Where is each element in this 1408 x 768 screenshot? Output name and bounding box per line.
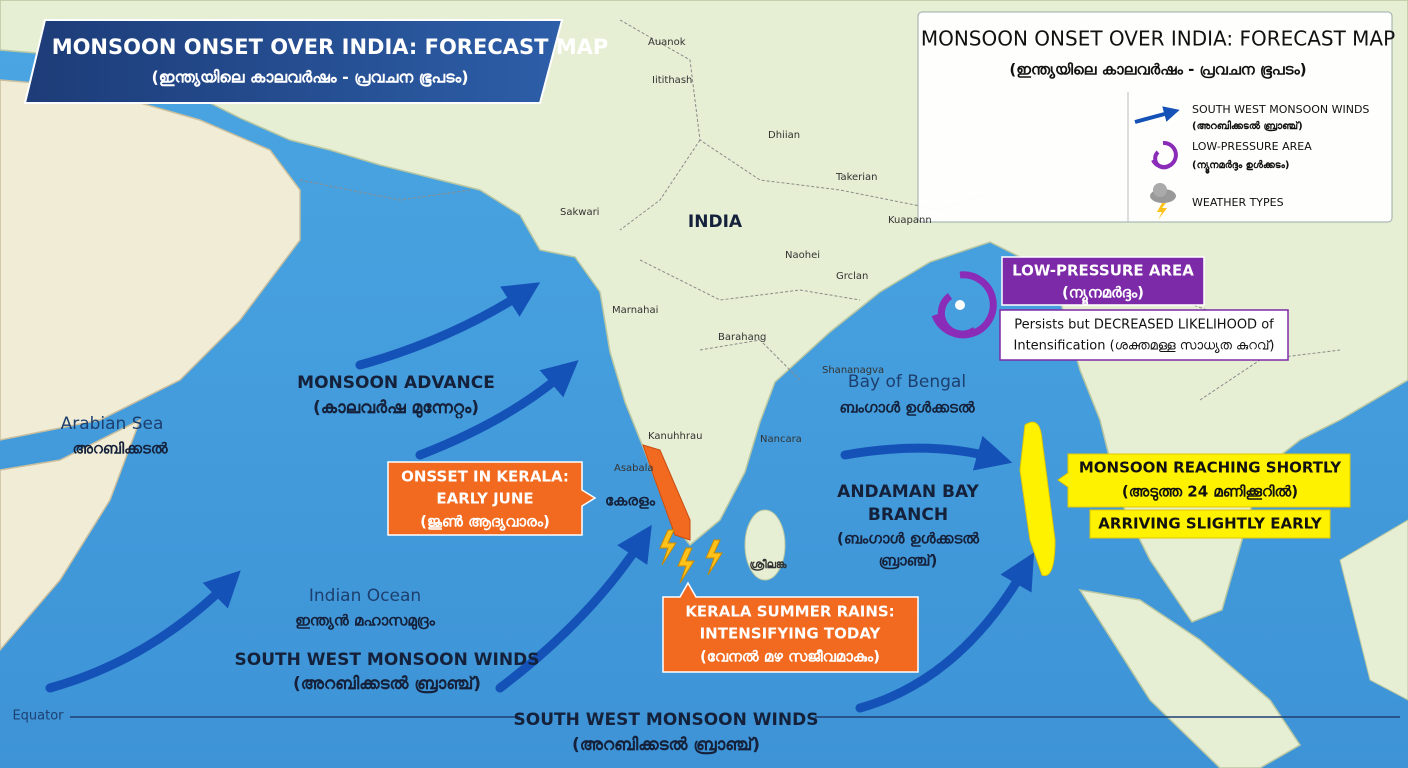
place-label: Naohei: [785, 250, 820, 261]
wind-arrow: [415, 360, 579, 460]
callout-text: MONSOON REACHING SHORTLY: [1079, 459, 1342, 477]
sea-label: ഇന്ത്യൻ മഹാസമുദ്രം: [295, 612, 436, 632]
wind-arrow: [355, 282, 541, 370]
callout-text: LOW-PRESSURE AREA: [1012, 262, 1194, 280]
kerala: [642, 444, 691, 541]
title-banner: [23, 19, 564, 104]
legend-subtitle: (ഇന്ത്യയിലെ കാലവർഷം - പ്രവചന ഭൂപടം): [1009, 61, 1306, 80]
place-label: Takerian: [835, 172, 878, 183]
wind-arrow: [495, 524, 652, 693]
legend-label: LOW-PRESSURE AREA: [1192, 140, 1312, 153]
callout-box: [1089, 509, 1331, 539]
place-label: Kanuhhrau: [648, 431, 702, 442]
callout-text: KERALA SUMMER RAINS:: [685, 603, 894, 621]
legend-label: WEATHER TYPES: [1192, 196, 1284, 209]
legend-sublabel: (അറബിക്കടൽ ബ്രാഞ്ച്): [1192, 119, 1303, 132]
callout-text: ARRIVING SLIGHTLY EARLY: [1098, 515, 1323, 533]
callout-text: Intensification (ശക്തമള്ള സാധ്യത കുറവ്): [1014, 339, 1275, 354]
legend-title: MONSOON ONSET OVER INDIA: FORECAST MAP: [921, 27, 1395, 51]
sea-label: Arabian Sea: [61, 414, 164, 434]
legend-arrow: [1134, 106, 1180, 124]
wind-arrow: [45, 570, 241, 693]
callout-box: [999, 309, 1289, 361]
sea-label: Bay of Bengal: [848, 372, 966, 392]
callout-text: ANDAMAN BAY: [837, 482, 979, 502]
callout-box: [387, 461, 597, 536]
callout-text: ONSSET IN KERALA:: [401, 468, 569, 486]
sri-lanka: [744, 509, 786, 581]
cyclone-icon: [931, 271, 997, 339]
callout-text: (ജൂൺ ആദ്യവാരം): [420, 513, 550, 532]
callout-text: SOUTH WEST MONSOON WINDS: [235, 650, 540, 670]
sumatra: [1078, 588, 1302, 768]
callout-text: (വേനൽ മഴ സജീവമാകും): [700, 648, 880, 666]
place-label: Auanok: [648, 37, 686, 48]
banner-title: MONSOON ONSET OVER INDIA: FORECAST MAP: [52, 35, 609, 59]
country-label: ശ്രീലങ്ക: [749, 558, 786, 571]
legend-cloud: [1150, 183, 1176, 220]
callout-text: Persists but DECREASED LIKELIHOOD of: [1014, 318, 1274, 333]
state-label: കേരളം: [605, 492, 656, 510]
lightning: [659, 529, 723, 584]
borneo: [1339, 519, 1408, 701]
callout-text: INTENSIFYING TODAY: [700, 625, 882, 643]
callout-text: BRANCH: [868, 505, 948, 525]
sea-label: അറബിക്കടൽ: [72, 440, 167, 458]
equator-label: Equator: [12, 709, 64, 724]
wind-arrow: [840, 435, 1013, 471]
legend-cyclone: [1151, 140, 1178, 170]
sea-label: Indian Ocean: [309, 586, 421, 606]
legend-label: SOUTH WEST MONSOON WINDS: [1192, 103, 1369, 116]
banner-subtitle: (ഇന്ത്യയിലെ കാലവർഷം - പ്രവചന ഭൂപടം): [151, 68, 468, 88]
winds: [45, 282, 1035, 713]
callout-text: (അടുത്ത 24 മണിക്കൂറിൽ): [1122, 483, 1298, 502]
callout-text: SOUTH WEST MONSOON WINDS: [514, 710, 819, 730]
place-label: Dhiian: [768, 130, 800, 141]
callout-text: (അറബിക്കടൽ ബ്രാഞ്ച്): [572, 735, 760, 755]
country-label: INDIA: [688, 212, 743, 232]
callout-text: (ബംഗാൾ ഉൾക്കടൽ: [837, 530, 979, 548]
place-label: Kuapann: [888, 215, 932, 226]
callout-box: [662, 581, 919, 673]
sea-label: ബംഗാൾ ഉൾക്കടൽ: [839, 399, 974, 417]
callout-text: (കാലവർഷ മുന്നേറ്റം): [313, 398, 479, 418]
place-label: Asabala: [614, 463, 654, 474]
callout-text: EARLY JUNE: [436, 490, 533, 508]
andaman-highlight: [1019, 421, 1056, 577]
place-label: Barahang: [718, 332, 766, 343]
place-label: Shananagva: [822, 365, 884, 376]
callout-box: [1001, 256, 1205, 306]
legend-sublabel: (ന്യൂനമർദ്ദം ഉൾക്കടം): [1192, 159, 1289, 174]
callout-text: ബ്രാഞ്ച്): [879, 552, 938, 570]
wind-arrow: [855, 552, 1035, 713]
place-label: Sakwari: [560, 207, 599, 218]
place-label: Nancara: [760, 434, 802, 445]
place-label: Grclan: [836, 271, 868, 282]
place-label: Iitithash: [652, 75, 692, 86]
places: Auanok Iitithash Dhiian INDIA Sakwari Ta…: [560, 37, 932, 474]
callout-text: MONSOON ADVANCE: [297, 373, 495, 393]
africa: [0, 418, 142, 652]
callout-text: (അറബിക്കടൽ ബ്രാഞ്ച്): [293, 674, 481, 694]
callout-box: [1057, 453, 1351, 508]
callout-text: (ന്യൂനമർദ്ദം): [1062, 284, 1144, 308]
place-label: Marnahai: [612, 305, 658, 316]
